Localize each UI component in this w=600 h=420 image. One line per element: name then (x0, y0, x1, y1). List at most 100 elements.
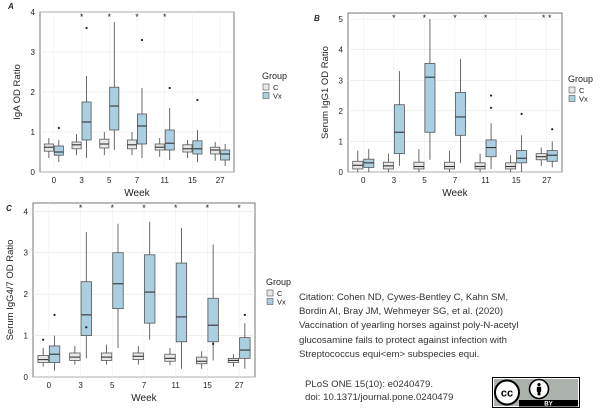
box (71, 141, 82, 150)
box (485, 139, 497, 158)
box (505, 162, 517, 170)
boxplot-vx-week-5 (112, 223, 124, 348)
legend-entry: C (579, 86, 585, 95)
x-tick-label: 5 (107, 176, 112, 185)
cc-by-license-badge[interactable]: cc BY (492, 377, 580, 408)
boxplot-vx-week-15 (516, 112, 528, 172)
x-tick-label: 5 (110, 381, 115, 390)
x-tick-label: 27 (216, 176, 225, 185)
legend-title: Group (262, 71, 287, 81)
legend-entry: Vx (579, 95, 588, 104)
boxplot-vx-week-7 (144, 221, 156, 340)
x-tick-label: 7 (135, 176, 140, 185)
boxplot-c-week-3 (382, 153, 394, 172)
significance-marker: * (174, 203, 178, 213)
boxplot-c-week-7 (132, 345, 144, 365)
outlier-point (212, 342, 215, 345)
legend: Group CVx (568, 74, 593, 104)
boxplot-vx-week-27 (546, 128, 558, 168)
boxplot-vx-week-3 (81, 26, 92, 158)
x-axis-title: Week (124, 188, 150, 199)
significance-marker: * (163, 12, 167, 22)
x-tick-label: 5 (422, 176, 427, 185)
legend-swatch (266, 289, 274, 297)
significance-marker: * (423, 13, 427, 23)
boxplot-c-week-3 (69, 345, 81, 365)
x-tick-label: 27 (542, 176, 551, 185)
y-tick-label: 2 (31, 88, 36, 97)
boxplot-vx-week-0 (53, 126, 64, 162)
legend-entry: Vx (277, 298, 286, 307)
y-axis-title: Serum IgG1 OD Ratio (320, 46, 331, 139)
boxplot-vx-week-5 (109, 22, 120, 150)
outlier-point (196, 98, 199, 102)
boxplot-vx-week-7 (137, 38, 147, 158)
box (474, 162, 486, 170)
doi-link[interactable]: doi: 10.1371/journal.pone.0240479 (305, 392, 454, 403)
citation-line: Streptococcus equi<em> subspecies equi. (299, 348, 480, 360)
boxplot-c-week-7 (127, 132, 137, 156)
boxplot-c-week-15 (505, 155, 517, 172)
boxplot-c-week-0 (37, 338, 49, 367)
y-tick-label: 1 (339, 137, 344, 146)
y-tick-label: 0 (31, 168, 36, 177)
significance-marker: * (80, 12, 84, 22)
y-axis-title: IgA OD Ratio (12, 64, 23, 119)
outlier-point (520, 112, 523, 116)
journal-reference: PLoS ONE 15(10): e0240479. doi: 10.1371/… (305, 378, 453, 404)
box (516, 150, 528, 164)
y-tick-label: 4 (339, 46, 344, 55)
outlier-point (489, 106, 493, 109)
legend-entry: Vx (273, 92, 282, 101)
boxplot-vx-week-11 (175, 227, 188, 369)
outlier-point (42, 338, 45, 341)
boxplot-c-week-15 (182, 140, 193, 158)
x-tick-label: 7 (453, 176, 458, 185)
x-tick-label: 3 (392, 176, 397, 185)
chart-panel: 0 1 2 3 4 5 0 3 5 7 11 15 27 Week Serum IgG1 OD Ratio B… (314, 12, 593, 199)
box (81, 101, 92, 141)
boxplot-vx-week-7 (455, 58, 466, 163)
y-tick-label: 3 (24, 249, 29, 258)
panel-label: C (6, 204, 12, 213)
boxplot-vx-week-3 (393, 71, 405, 166)
significance-marker: * (453, 13, 457, 23)
boxplot-vx-week-15 (192, 98, 203, 162)
significance-marker: * (111, 203, 115, 213)
license-label: BY (544, 401, 553, 408)
outlier-point (168, 86, 171, 90)
y-tick-label: 0 (24, 373, 29, 382)
y-tick-label: 1 (31, 128, 36, 137)
significance-marker: * * (542, 13, 552, 23)
svg-text:cc: cc (501, 388, 513, 400)
outlier-point (489, 94, 493, 97)
boxplot-c-week-7 (444, 150, 455, 172)
cc-icon: cc (494, 379, 520, 406)
x-tick-label: 11 (161, 176, 170, 185)
outlier-point (140, 38, 144, 42)
legend: Group CVx (262, 71, 287, 101)
box (196, 356, 208, 365)
citation-block: Citation: Cohen ND, Cywes-Bentley C, Kah… (299, 291, 599, 362)
boxplot-c-week-5 (413, 149, 425, 172)
outlier-point (85, 326, 88, 329)
citation-line: Vaccination of yearling horses against p… (299, 320, 519, 332)
boxplot-vx-week-3 (80, 232, 92, 359)
x-axis-title: Week (442, 188, 468, 199)
box (444, 161, 455, 170)
legend-swatch (262, 92, 270, 99)
legend: Group CVx (266, 277, 291, 307)
y-tick-label: 3 (31, 48, 36, 57)
y-tick-label: 2 (339, 107, 344, 116)
boxplot-vx-week-27 (220, 144, 231, 166)
citation-line: Citation: Cohen ND, Cywes-Bentley C, Kah… (299, 292, 509, 303)
legend-title: Group (266, 277, 291, 287)
x-tick-label: 27 (235, 381, 244, 390)
boxplot-c-week-11 (154, 138, 165, 157)
significance-marker: * (484, 13, 488, 23)
chart-panel: 0 1 2 3 4 0 3 5 7 11 15 27 Week IgA OD Ratio A * * * * Grou… (7, 2, 287, 199)
boxplot-vx-week-11 (164, 86, 175, 160)
y-axis-title: Serum IgG4/7 OD Ratio (5, 240, 16, 341)
boxplot-c-week-3 (71, 134, 82, 156)
